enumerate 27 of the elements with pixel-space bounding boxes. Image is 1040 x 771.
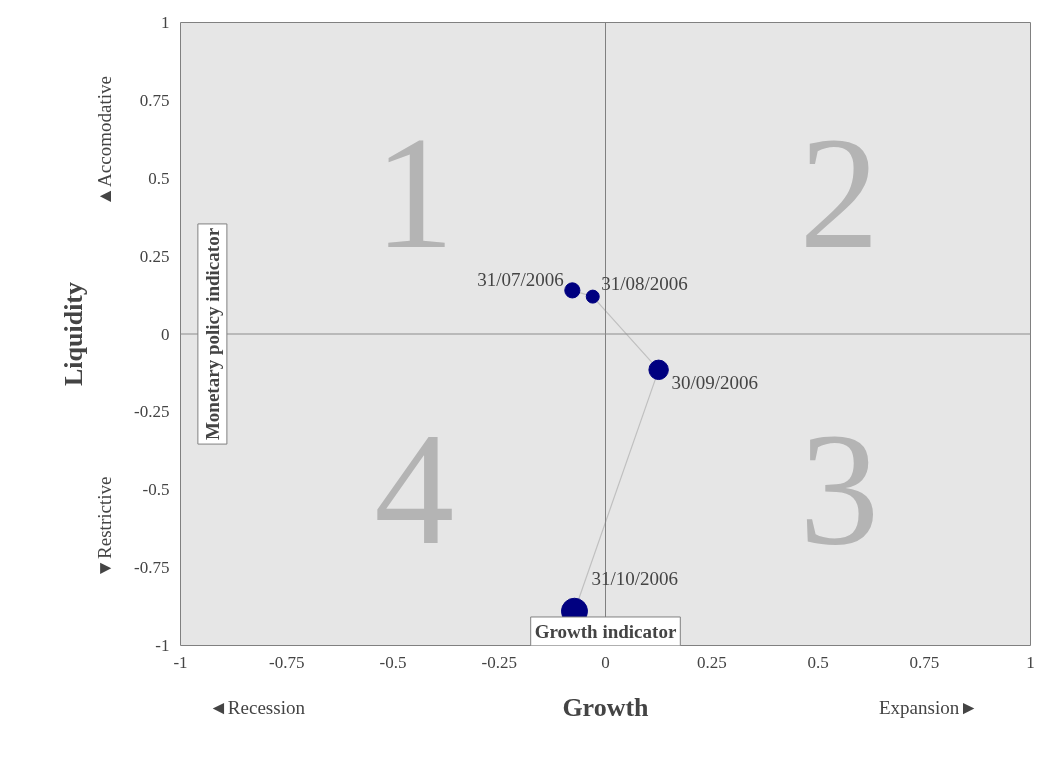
y-tick-label: 0.75 bbox=[139, 90, 170, 110]
x-tick-label: 0.25 bbox=[696, 652, 727, 672]
text: Expansion► bbox=[878, 696, 979, 718]
text: ▼Restrictive bbox=[94, 476, 116, 578]
y-tick-label: -1 bbox=[155, 636, 170, 655]
text: ◄Recession bbox=[209, 696, 306, 718]
y-tick-label: 1 bbox=[161, 13, 170, 32]
y-tick-label: -0.5 bbox=[142, 480, 170, 500]
x-tick-label: 0.5 bbox=[807, 652, 829, 672]
x-axis-title: Growth bbox=[562, 692, 650, 722]
annotation: Monetary policy indicator bbox=[201, 227, 223, 441]
y-tick-label: -0.75 bbox=[134, 558, 170, 578]
x-tick-label: 0.75 bbox=[909, 652, 940, 672]
text: ▲Accomodative bbox=[94, 76, 116, 206]
y-tick-label: 0.5 bbox=[148, 168, 170, 188]
annotation: 31/07/2006 bbox=[477, 269, 564, 291]
annotation: 30/09/2006 bbox=[671, 371, 758, 393]
x-tick-label: -0.5 bbox=[379, 652, 407, 672]
y-axis-title: Liquidity bbox=[58, 281, 88, 387]
x-tick-label: -0.25 bbox=[481, 652, 517, 672]
x-tick-label: 0 bbox=[601, 652, 610, 672]
y-tick-label: 0.25 bbox=[139, 246, 170, 266]
y-tick-label: -0.25 bbox=[134, 402, 170, 422]
y-tick-label: 0 bbox=[161, 324, 170, 344]
annotation: Growth indicator bbox=[534, 620, 677, 642]
x-tick-label: 1 bbox=[1026, 652, 1035, 672]
x-tick-label: -0.75 bbox=[269, 652, 305, 672]
